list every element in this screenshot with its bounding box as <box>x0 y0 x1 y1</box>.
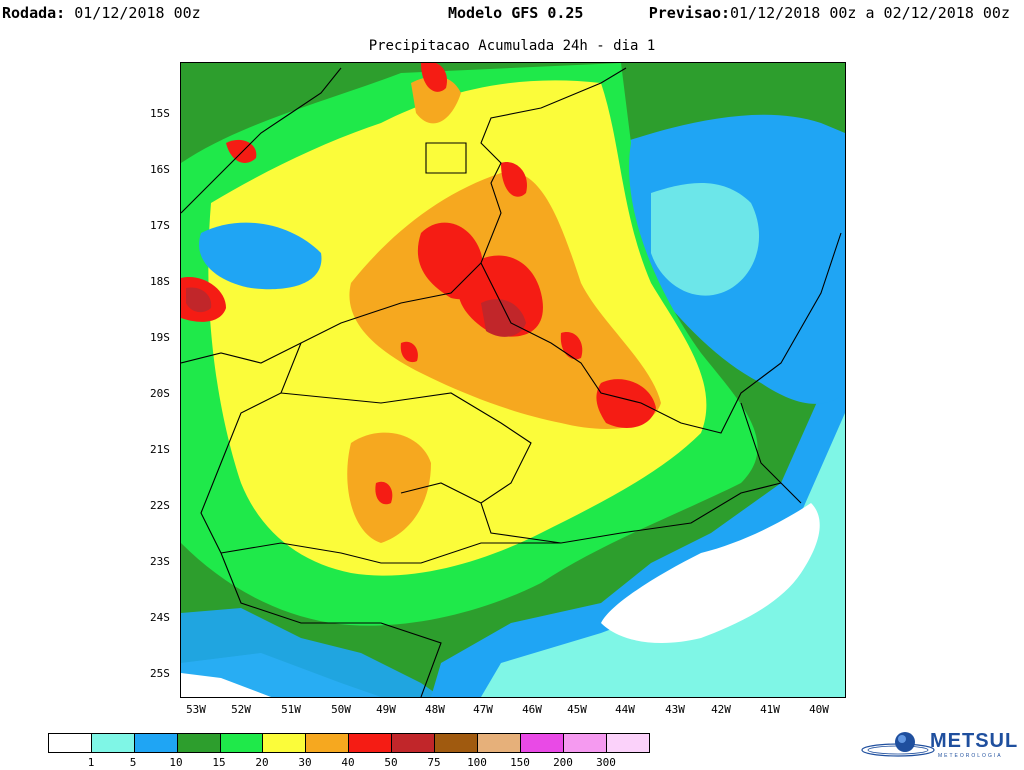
lat-label-25s: 25S <box>150 667 170 680</box>
lon-label-49w: 49W <box>376 703 396 716</box>
map-subtitle: Precipitacao Acumulada 24h - dia 1 <box>368 38 656 54</box>
lon-label-48w: 48W <box>425 703 445 716</box>
legend-swatch-5 <box>263 734 307 752</box>
previsao-label: Previsao: <box>648 4 731 22</box>
lat-label-15s: 15S <box>150 107 170 120</box>
lon-label-53w: 53W <box>186 703 206 716</box>
lon-label-41w: 41W <box>760 703 780 716</box>
rodada-value: 01/12/2018 00z <box>74 4 201 22</box>
precipitation-legend <box>48 733 651 753</box>
legend-value-15: 15 <box>212 756 226 769</box>
lat-label-18s: 18S <box>150 275 170 288</box>
legend-swatch-1 <box>91 734 135 752</box>
previsao-value: 01/12/2018 00z a 02/12/2018 00z <box>730 4 1010 22</box>
lat-label-23s: 23S <box>150 555 170 568</box>
legend-swatch-7 <box>349 734 393 752</box>
lat-label-21s: 21S <box>150 443 170 456</box>
lon-label-51w: 51W <box>281 703 301 716</box>
lon-label-50w: 50W <box>331 703 351 716</box>
previsao-info: Previsao:01/12/2018 00z a 02/12/2018 00z <box>649 4 1010 22</box>
legend-value-20: 20 <box>255 756 269 769</box>
lat-label-24s: 24S <box>150 611 170 624</box>
legend-value-1: 1 <box>87 756 95 769</box>
lon-label-46w: 46W <box>522 703 542 716</box>
lon-label-52w: 52W <box>231 703 251 716</box>
rodada-label: Rodada: <box>2 4 66 22</box>
legend-value-50: 50 <box>384 756 398 769</box>
lat-label-22s: 22S <box>150 499 170 512</box>
lon-label-45w: 45W <box>567 703 587 716</box>
lat-label-16s: 16S <box>150 163 170 176</box>
precipitation-map <box>180 62 846 698</box>
lon-label-44w: 44W <box>615 703 635 716</box>
lat-label-17s: 17S <box>150 219 170 232</box>
lat-label-20s: 20S <box>150 387 170 400</box>
legend-value-5: 5 <box>129 756 137 769</box>
lat-label-19s: 19S <box>150 331 170 344</box>
legend-value-200: 200 <box>553 756 573 769</box>
logo-subtitle: METEOROLOGIA <box>938 753 1003 759</box>
legend-value-75: 75 <box>427 756 441 769</box>
legend-value-40: 40 <box>341 756 355 769</box>
legend-swatch-9 <box>435 734 478 752</box>
legend-swatch-4 <box>220 734 264 752</box>
model-label: Modelo GFS 0.25 <box>448 4 584 22</box>
legend-swatch-11 <box>520 734 564 752</box>
legend-swatch-2 <box>134 734 178 752</box>
legend-swatch-12 <box>563 734 607 752</box>
rodada-info: Rodada: 01/12/2018 00z <box>2 4 201 22</box>
legend-swatch-10 <box>477 734 521 752</box>
lon-label-47w: 47W <box>473 703 493 716</box>
legend-swatch-0 <box>49 734 92 752</box>
legend-value-10: 10 <box>169 756 183 769</box>
legend-value-150: 150 <box>510 756 530 769</box>
precipitation-field <box>181 63 845 697</box>
lon-label-40w: 40W <box>809 703 829 716</box>
lon-label-42w: 42W <box>711 703 731 716</box>
lon-label-43w: 43W <box>665 703 685 716</box>
legend-swatch-3 <box>177 734 221 752</box>
legend-swatch-6 <box>306 734 350 752</box>
legend-value-30: 30 <box>298 756 312 769</box>
legend-swatch-13 <box>606 734 650 752</box>
model-title: Modelo GFS 0.25 <box>448 4 583 22</box>
legend-value-300: 300 <box>596 756 616 769</box>
legend-swatch-8 <box>392 734 436 752</box>
logo-name: METSUL <box>930 730 1019 752</box>
legend-value-100: 100 <box>467 756 487 769</box>
metsul-logo-icon <box>861 732 935 757</box>
